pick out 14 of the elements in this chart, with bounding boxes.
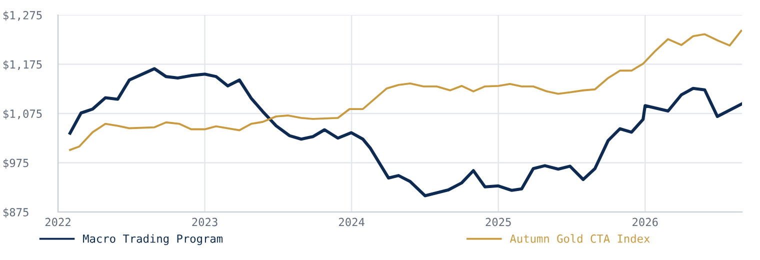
x-tick-label: 2022 bbox=[45, 218, 70, 226]
y-tick-label: $1,275 bbox=[3, 10, 42, 21]
y-tick-label: $975 bbox=[3, 158, 28, 169]
x-tick-label: 2024 bbox=[339, 218, 364, 226]
y-tick-label: $1,075 bbox=[3, 109, 42, 120]
line-series bbox=[68, 67, 742, 198]
x-tick-label: 2025 bbox=[486, 218, 511, 226]
legend-label: Autumn Gold CTA Index bbox=[510, 234, 650, 243]
legend-label: Macro Trading Program bbox=[83, 234, 223, 246]
line-series bbox=[69, 30, 742, 151]
y-tick-label: $1,175 bbox=[3, 60, 42, 70]
x-tick-label: 2026 bbox=[632, 218, 658, 226]
x-tick-label: 2023 bbox=[192, 218, 218, 226]
y-tick-label: $875 bbox=[3, 208, 28, 218]
